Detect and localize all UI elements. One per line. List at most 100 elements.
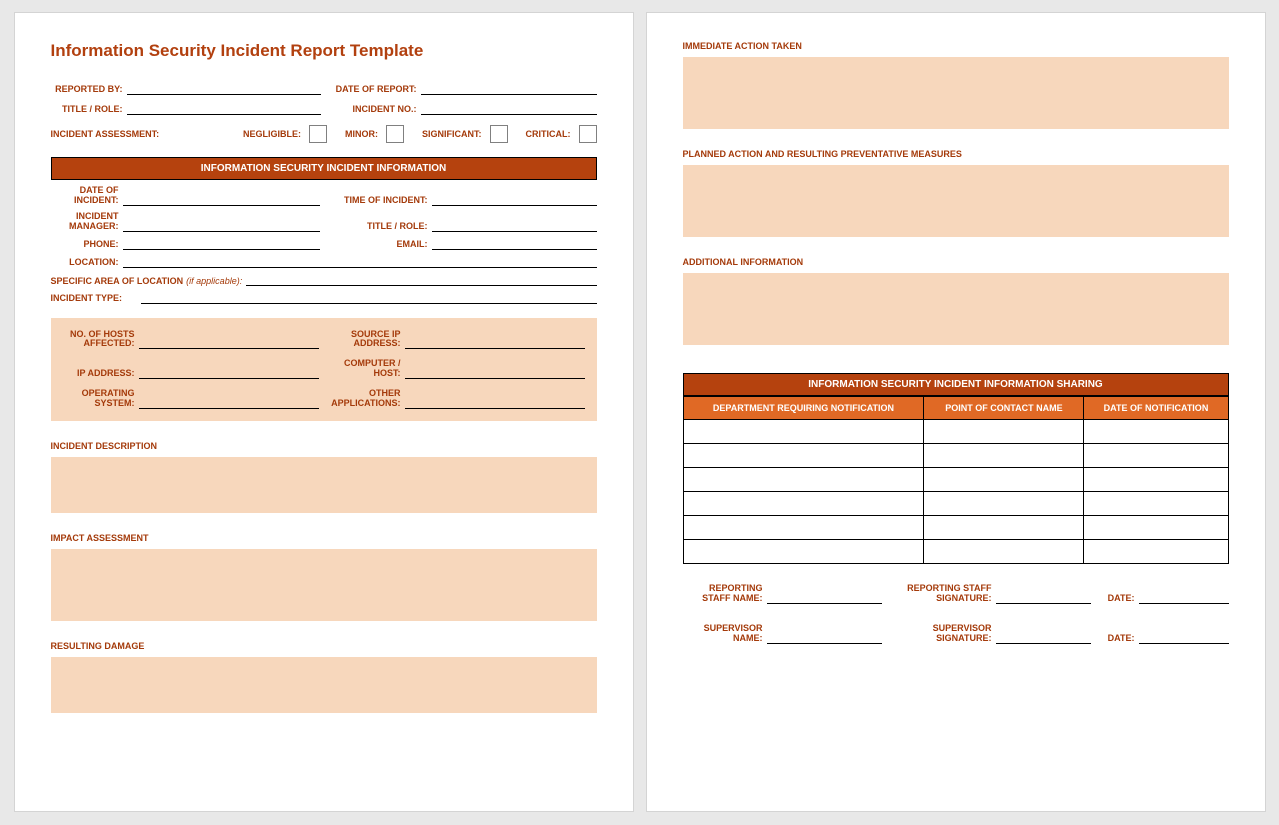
incident-mgr-label: INCIDENT MANAGER: [51,212,119,232]
assessment-label: INCIDENT ASSESSMENT: [51,129,160,139]
incident-no-input[interactable] [421,103,597,115]
table-cell[interactable] [683,468,924,492]
table-cell[interactable] [924,540,1084,564]
planned-box[interactable] [683,165,1229,237]
opt-negligible: NEGLIGIBLE: [243,129,301,139]
title-role-input[interactable] [127,103,321,115]
os-label: OPERATING SYSTEM: [63,389,135,409]
table-cell[interactable] [1084,540,1228,564]
reported-by-label: REPORTED BY: [51,85,123,95]
checkbox-significant[interactable] [490,125,508,143]
incident-desc-box[interactable] [51,457,597,513]
rep-name-label: REPORTING STAFF NAME: [683,584,763,604]
rep-name-input[interactable] [767,592,882,604]
sourceip-input[interactable] [405,337,585,349]
immediate-head: IMMEDIATE ACTION TAKEN [683,41,1229,51]
location-label: LOCATION: [51,258,119,268]
table-row [683,492,1228,516]
sup-name-input[interactable] [767,632,882,644]
opt-critical: CRITICAL: [526,129,571,139]
checkbox-critical[interactable] [579,125,597,143]
apps-input[interactable] [405,397,585,409]
location-input[interactable] [123,256,597,268]
phone-input[interactable] [123,238,320,250]
opt-minor: MINOR: [345,129,378,139]
sharing-table: DEPARTMENT REQUIRING NOTIFICATION POINT … [683,396,1229,564]
table-row [683,468,1228,492]
rep-sig-label: REPORTING STAFF SIGNATURE: [892,584,992,604]
table-cell[interactable] [1084,516,1228,540]
planned-head: PLANNED ACTION AND RESULTING PREVENTATIV… [683,149,1229,159]
tech-box: NO. OF HOSTS AFFECTED: SOURCE IP ADDRESS… [51,318,597,421]
date2-input[interactable] [1139,632,1229,644]
ip-input[interactable] [139,367,319,379]
incident-desc-head: INCIDENT DESCRIPTION [51,441,597,451]
impact-head: IMPACT ASSESSMENT [51,533,597,543]
table-cell[interactable] [924,420,1084,444]
computer-input[interactable] [405,367,585,379]
page-2: IMMEDIATE ACTION TAKEN PLANNED ACTION AN… [646,12,1266,812]
hosts-label: NO. OF HOSTS AFFECTED: [63,330,135,350]
table-cell[interactable] [683,516,924,540]
sup-sig-input[interactable] [996,632,1091,644]
date-of-report-input[interactable] [421,83,597,95]
damage-box[interactable] [51,657,597,713]
addl-box[interactable] [683,273,1229,345]
incident-type-label: INCIDENT TYPE: [51,294,137,304]
time-incident-input[interactable] [432,194,597,206]
info-grid: DATE OF INCIDENT: TIME OF INCIDENT: INCI… [51,186,597,304]
table-cell[interactable] [683,492,924,516]
document-title: Information Security Incident Report Tem… [51,41,597,61]
table-row [683,420,1228,444]
specific-area-suffix: (if applicable): [186,276,242,286]
date-of-report-label: DATE OF REPORT: [327,85,417,95]
computer-label: COMPUTER / HOST: [329,359,401,379]
title-role2-input[interactable] [432,220,597,232]
date-incident-label: DATE OF INCIDENT: [51,186,119,206]
assessment-row: INCIDENT ASSESSMENT: NEGLIGIBLE: MINOR: … [51,125,597,143]
table-cell[interactable] [1084,420,1228,444]
table-cell[interactable] [924,516,1084,540]
table-cell[interactable] [683,540,924,564]
table-cell[interactable] [924,492,1084,516]
table-cell[interactable] [683,444,924,468]
table-cell[interactable] [683,420,924,444]
table-cell[interactable] [1084,444,1228,468]
title-role-label: TITLE / ROLE: [51,105,123,115]
date1-label: DATE: [1101,594,1135,604]
specific-area-label: SPECIFIC AREA OF LOCATION [51,276,184,286]
incident-mgr-input[interactable] [123,220,320,232]
table-row [683,516,1228,540]
table-cell[interactable] [1084,492,1228,516]
apps-label: OTHER APPLICATIONS: [329,389,401,409]
checkbox-minor[interactable] [386,125,404,143]
opt-significant: SIGNIFICANT: [422,129,482,139]
immediate-box[interactable] [683,57,1229,129]
sign-row-2: SUPERVISOR NAME: SUPERVISOR SIGNATURE: D… [683,624,1229,644]
table-cell[interactable] [924,468,1084,492]
rep-sig-input[interactable] [996,592,1091,604]
section-bar-sharing: INFORMATION SECURITY INCIDENT INFORMATIO… [683,373,1229,396]
ip-label: IP ADDRESS: [63,369,135,379]
title-role2-label: TITLE / ROLE: [328,222,428,232]
section-bar-info: INFORMATION SECURITY INCIDENT INFORMATIO… [51,157,597,180]
incident-type-input[interactable] [141,292,597,304]
impact-box[interactable] [51,549,597,621]
header-row-1: REPORTED BY: DATE OF REPORT: [51,83,597,95]
email-label: EMAIL: [328,240,428,250]
table-cell[interactable] [924,444,1084,468]
date-incident-input[interactable] [123,194,320,206]
col-date: DATE OF NOTIFICATION [1084,397,1228,420]
table-cell[interactable] [1084,468,1228,492]
checkbox-negligible[interactable] [309,125,327,143]
email-input[interactable] [432,238,597,250]
hosts-input[interactable] [139,337,319,349]
date1-input[interactable] [1139,592,1229,604]
phone-label: PHONE: [51,240,119,250]
col-contact: POINT OF CONTACT NAME [924,397,1084,420]
os-input[interactable] [139,397,319,409]
specific-area-input[interactable] [246,274,596,286]
sign-row-1: REPORTING STAFF NAME: REPORTING STAFF SI… [683,584,1229,604]
reported-by-input[interactable] [127,83,321,95]
page-1: Information Security Incident Report Tem… [14,12,634,812]
